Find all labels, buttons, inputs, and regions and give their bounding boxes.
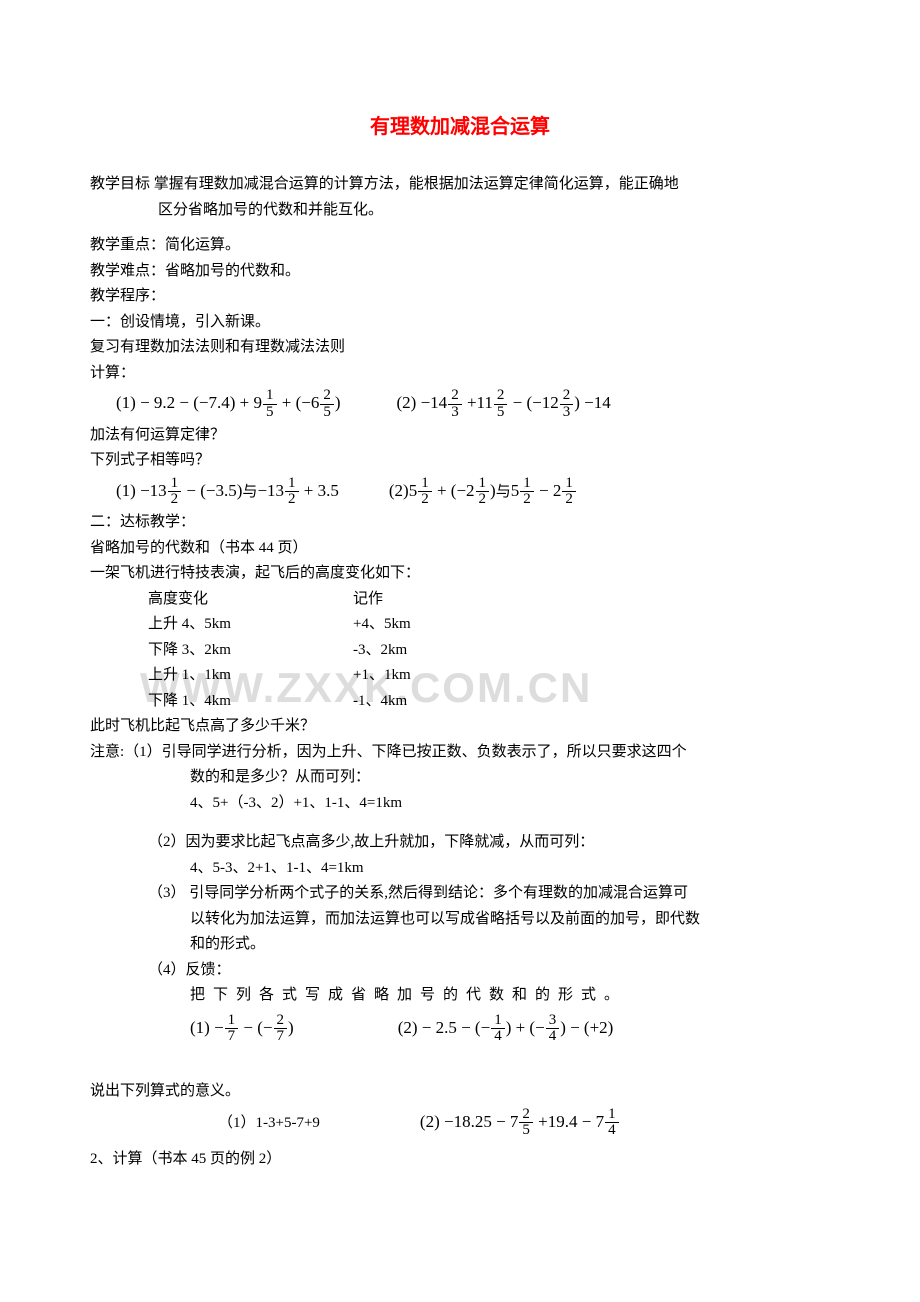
- note-1-line-2: 数的和是多少？从而可列：: [90, 765, 830, 791]
- section-1-line-4: 下列式子相等吗？: [90, 448, 830, 474]
- teaching-goal-2: 区分省略加号的代数和并能互化。: [90, 198, 830, 224]
- section-2-line-2: 一架飞机进行特技表演，起飞后的高度变化如下：: [90, 561, 830, 587]
- note-3-line-1: （3） 引导同学分析两个式子的关系,然后得到结论：多个有理数的加减混合运算可: [90, 881, 830, 907]
- teaching-goal-1: 教学目标 掌握有理数加减混合运算的计算方法，能根据加法运算定律简化运算，能正确地: [90, 172, 830, 198]
- note-4-text: 把下列各式写成省略加号的代数和的形式。: [90, 983, 830, 1009]
- note-2-line-2: 4、5-3、2+1、1-1、4=1km: [90, 856, 830, 882]
- meaning-head: 说出下列算式的意义。: [90, 1079, 830, 1105]
- calc-2: (1) −1312 − (−3.5)与−1312 + 3.5(2)512 + (…: [90, 476, 830, 509]
- calc-1: (1) − 9.2 − (−7.4) + 915 + (−625)(2) −14…: [90, 388, 830, 421]
- calc-3: (1) −17 − (−27)(2) − 2.5 − (−14) + (−34)…: [90, 1013, 830, 1046]
- key-point: 教学重点：简化运算。: [90, 233, 830, 259]
- section-1-head: 一：创设情境，引入新课。: [90, 310, 830, 336]
- section-2-question: 此时飞机比起飞点高了多少千米？: [90, 714, 830, 740]
- note-3-line-2: 以转化为加法运算，而加法运算也可以写成省略括号以及前面的加号，即代数: [90, 907, 830, 933]
- note-1-line-3: 4、5+（-3、2）+1、1-1、4=1km: [90, 791, 830, 817]
- note-1-line-1: 注意:（1）引导同学进行分析，因为上升、下降已按正数、负数表示了，所以只要求这四…: [90, 740, 830, 766]
- note-2-line-1: （2）因为要求比起飞点高多少,故上升就加，下降就减，从而可列：: [90, 830, 830, 856]
- final-line: 2、计算（书本 45 页的例 2）: [90, 1147, 830, 1173]
- document-content: 有理数加减混合运算 教学目标 掌握有理数加减混合运算的计算方法，能根据加法运算定…: [90, 110, 830, 1173]
- doc-title: 有理数加减混合运算: [90, 110, 830, 144]
- procedure-label: 教学程序：: [90, 284, 830, 310]
- calc-4: （1）1-3+5-7+9(2) −18.25 − 725 +19.4 − 714: [90, 1107, 830, 1140]
- note-4-head: （4）反馈：: [90, 958, 830, 984]
- section-1-line-2: 计算：: [90, 361, 830, 387]
- note-3-line-3: 和的形式。: [90, 932, 830, 958]
- section-2-line-1: 省略加号的代数和（书本 44 页）: [90, 536, 830, 562]
- section-1-line-3: 加法有何运算定律？: [90, 423, 830, 449]
- difficulty: 教学难点：省略加号的代数和。: [90, 259, 830, 285]
- section-1-line-1: 复习有理数加法法则和有理数减法法则: [90, 335, 830, 361]
- altitude-table: 高度变化记作 上升 4、5km+4、5km 下降 3、2km-3、2km 上升 …: [90, 587, 830, 715]
- section-2-head: 二：达标教学：: [90, 510, 830, 536]
